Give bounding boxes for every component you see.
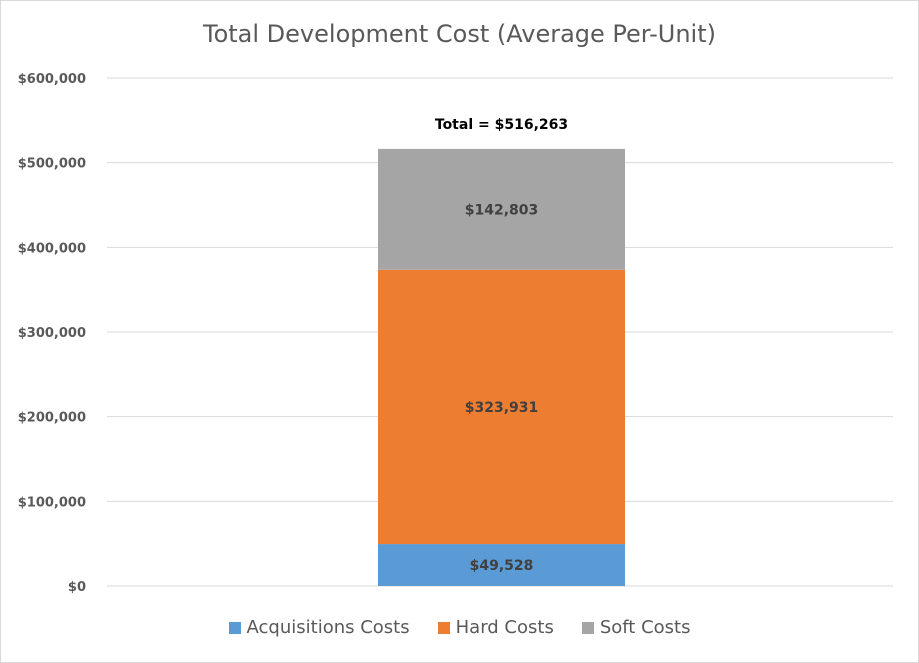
y-tick-label: $0 (68, 580, 86, 595)
y-axis-ticks: $0 $100,000 $200,000 $300,000 $400,000 $500,0… (18, 72, 86, 595)
bar-segment-acquisitions-costs (378, 544, 625, 586)
y-tick-label: $300,000 (18, 326, 86, 341)
data-labels: $49,528 $323,931 $142,803 Total = $516,263 (435, 117, 568, 574)
legend-item-hard-costs: Hard Costs (437, 617, 554, 638)
legend: Acquisitions Costs Hard Costs Soft Costs (0, 617, 919, 638)
stacked-bar (378, 148, 625, 586)
legend-swatch (437, 621, 450, 634)
legend-label: Hard Costs (455, 617, 554, 638)
legend-label: Acquisitions Costs (246, 617, 410, 638)
segment-value-label: $49,528 (470, 558, 534, 574)
segment-value-label: $142,803 (465, 202, 539, 218)
y-tick-label: $500,000 (18, 157, 86, 172)
legend-swatch (228, 621, 241, 634)
bar-segment-hard-costs (378, 269, 625, 545)
bar-segment-soft-costs (378, 148, 625, 270)
legend-item-soft-costs: Soft Costs (581, 617, 691, 638)
total-label: Total = $516,263 (435, 117, 568, 133)
segment-value-label: $323,931 (465, 400, 539, 416)
legend-swatch (581, 621, 594, 634)
y-tick-label: $400,000 (18, 241, 86, 256)
legend-label: Soft Costs (599, 617, 691, 638)
legend-item-acquisitions: Acquisitions Costs (228, 617, 410, 638)
y-tick-label: $100,000 (18, 495, 86, 510)
y-tick-label: $600,000 (18, 72, 86, 87)
chart-title: Total Development Cost (Average Per-Unit… (203, 20, 716, 48)
y-tick-label: $200,000 (18, 411, 86, 426)
